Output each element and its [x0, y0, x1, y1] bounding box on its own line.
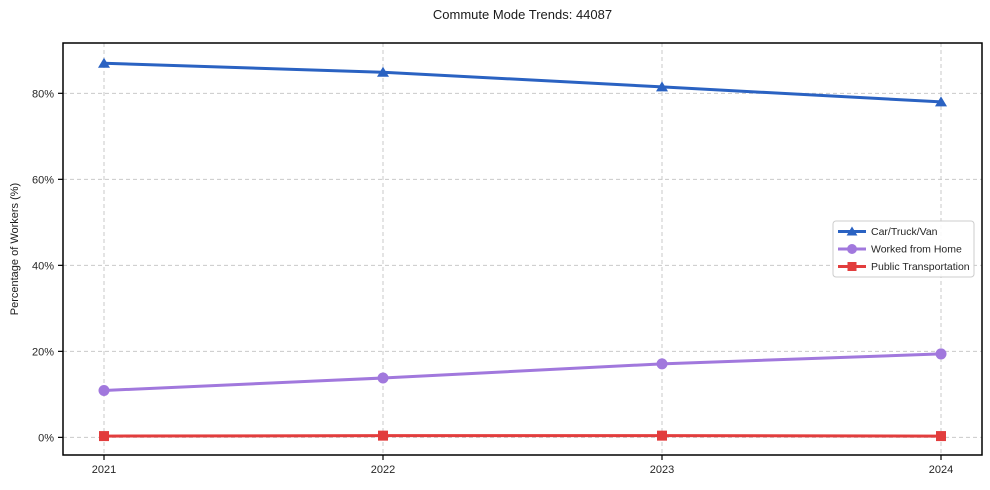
marker-worked-from-home	[656, 358, 668, 370]
marker-car-truck-van	[935, 96, 947, 107]
chart-title: Commute Mode Trends: 44087	[432, 7, 613, 22]
plot-frame	[62, 42, 983, 456]
marker-public-transportation	[936, 431, 946, 442]
marker-public-transportation	[99, 431, 109, 442]
series-line-worked-from-home	[103, 352, 942, 392]
y-tick-label: 40%	[32, 260, 54, 272]
x-tick-label: 2023	[650, 464, 674, 476]
legend-label-car-truck-van: Car/Truck/Van	[871, 226, 938, 238]
y-tick-label: 80%	[32, 88, 54, 100]
marker-worked-from-home	[98, 384, 110, 396]
marker-worked-from-home	[935, 348, 947, 360]
y-tick-label: 0%	[38, 432, 54, 444]
y-tick-label: 20%	[32, 346, 54, 358]
marker-worked-from-home	[377, 372, 389, 384]
legend-label-public-transportation: Public Transportation	[871, 261, 970, 273]
legend-marker-public-transportation	[847, 262, 857, 271]
legend-label-worked-from-home: Worked from Home	[871, 244, 962, 256]
x-tick-label: 2022	[371, 464, 395, 476]
y-tick-label: 60%	[32, 174, 54, 186]
legend-marker-car-truck-van	[846, 226, 858, 236]
series-line-car-truck-van	[103, 61, 942, 104]
marker-car-truck-van	[377, 66, 389, 77]
x-tick-label: 2021	[92, 464, 116, 476]
marker-car-truck-van	[656, 81, 668, 92]
x-tick-label: 2024	[929, 464, 953, 476]
marker-public-transportation	[657, 430, 667, 441]
marker-public-transportation	[378, 430, 388, 441]
legend-marker-worked-from-home	[847, 244, 857, 254]
legend-box	[832, 220, 975, 278]
marker-car-truck-van	[98, 57, 110, 68]
